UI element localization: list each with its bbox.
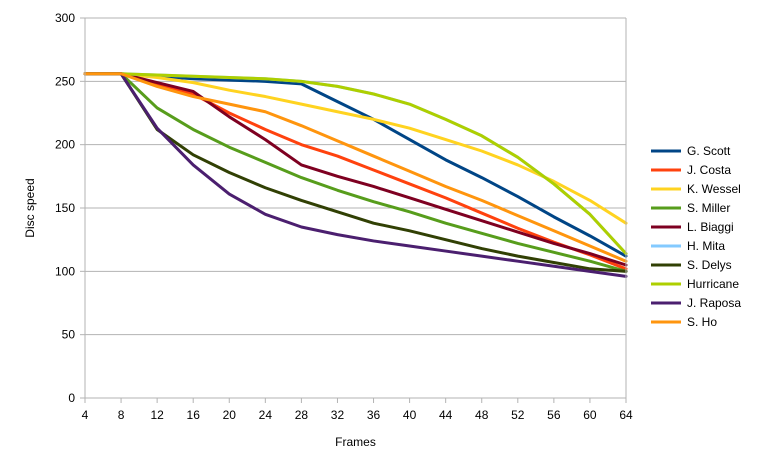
y-tick-label: 0 <box>68 391 75 405</box>
legend-label-h-mita: H. Mita <box>687 239 725 253</box>
legend-label-l-biaggi: L. Biaggi <box>687 220 734 234</box>
legend-label-s-delys: S. Delys <box>687 258 732 272</box>
x-axis-title: Frames <box>335 435 376 449</box>
series-line-l-biaggi <box>83 72 628 267</box>
x-tick-label: 64 <box>619 408 633 422</box>
y-tick-label: 150 <box>55 201 75 215</box>
series-line-s-ho <box>83 72 628 263</box>
x-tick-label: 60 <box>583 408 597 422</box>
legend-label-j-costa: J. Costa <box>687 163 731 177</box>
y-axis-title: Disc speed <box>23 178 37 237</box>
legend-label-s-miller: S. Miller <box>687 201 730 215</box>
legend: G. Scott J. Costa K. Wessel S. Miller L. Bia… <box>651 144 741 329</box>
y-tick-label: 300 <box>55 11 75 25</box>
y-tick-label: 100 <box>55 264 75 278</box>
x-tick-label: 52 <box>511 408 525 422</box>
x-tick-label: 36 <box>367 408 381 422</box>
legend-label-g-scott: G. Scott <box>687 144 731 158</box>
series-line-s-delys <box>83 72 628 273</box>
series-line-j-costa <box>83 72 628 271</box>
x-tick-label: 48 <box>475 408 489 422</box>
x-tick-label: 44 <box>439 408 453 422</box>
x-tick-label: 20 <box>223 408 237 422</box>
x-tick-label: 32 <box>331 408 345 422</box>
x-tick-label: 12 <box>150 408 164 422</box>
series-line-k-wessel <box>83 72 628 225</box>
y-tick-label: 200 <box>55 138 75 152</box>
legend-label-k-wessel: K. Wessel <box>687 182 741 196</box>
x-tick-label: 28 <box>295 408 309 422</box>
series-lines <box>83 72 628 278</box>
series-line-s-miller <box>83 72 628 273</box>
x-tick-label: 40 <box>403 408 417 422</box>
x-tick-label: 4 <box>82 408 89 422</box>
legend-label-hurricane: Hurricane <box>687 277 739 291</box>
series-line-hurricane <box>83 72 628 256</box>
x-tick-label: 56 <box>547 408 561 422</box>
legend-label-j-raposa: J. Raposa <box>687 296 741 310</box>
y-tick-label: 50 <box>62 328 76 342</box>
series-line-j-raposa <box>83 72 628 278</box>
series-line-g-scott <box>83 72 628 258</box>
y-tick-label: 250 <box>55 74 75 88</box>
x-tick-label: 24 <box>259 408 273 422</box>
x-tick-label: 8 <box>118 408 125 422</box>
legend-label-s-ho: S. Ho <box>687 315 717 329</box>
x-tick-label: 16 <box>187 408 201 422</box>
